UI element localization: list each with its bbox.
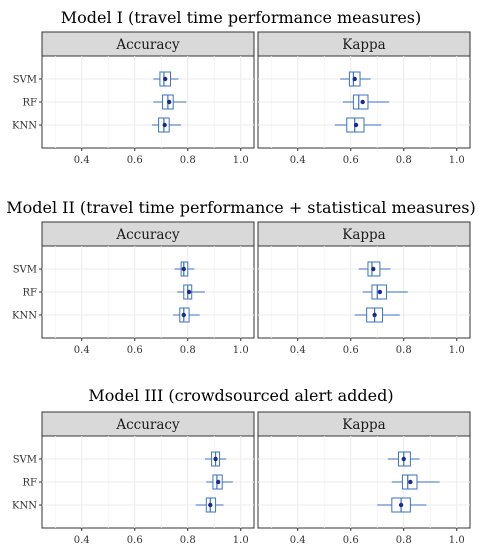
y-tick-label: SVM	[13, 265, 37, 276]
x-tick-label: 0.8	[180, 155, 196, 166]
boxplot-knn	[354, 307, 400, 323]
boxplot-knn	[334, 117, 382, 133]
x-tick-label: 0.8	[180, 535, 196, 546]
mean-point	[181, 266, 186, 272]
boxplot-rf	[342, 94, 390, 110]
facet-strip	[257, 31, 471, 57]
y-tick-label: RF	[23, 478, 38, 489]
mean-point	[162, 122, 167, 128]
x-tick-label: 1.0	[233, 345, 249, 356]
facet-label: Kappa	[342, 227, 385, 243]
chart-panel-3: Model III (crowdsourced alert added) Acc…	[0, 364, 482, 550]
boxplot-chart-1: Accuracy 0.4 0.6 0.8 1.0 SVM RF KNN Kappa 0.4 0.6 0…	[12, 31, 471, 166]
boxplot-svm	[387, 451, 420, 467]
y-tick-label: RF	[23, 288, 38, 299]
boxplot-svm	[340, 71, 371, 87]
x-tick-label: 0.6	[343, 155, 359, 166]
boxplot-knn	[377, 497, 427, 513]
boxplot-svm	[153, 71, 179, 87]
x-tick-label: 0.8	[180, 345, 196, 356]
boxplot-knn	[195, 497, 224, 513]
mean-point	[372, 312, 377, 318]
chart-title: Model II (travel time performance + stat…	[6, 198, 476, 217]
x-tick-label: 0.6	[343, 345, 359, 356]
x-tick-label: 0.8	[396, 535, 412, 546]
mean-point	[398, 502, 404, 508]
x-tick-label: 0.4	[290, 535, 306, 546]
x-tick-label: 1.0	[449, 345, 465, 356]
facet-label: Kappa	[342, 417, 385, 433]
chart-panel-1: Model I (travel time performance measure…	[0, 0, 482, 182]
x-tick-label: 0.6	[343, 535, 359, 546]
x-tick-label: 0.8	[396, 345, 412, 356]
mean-point	[408, 479, 413, 485]
boxplot-chart-2: Accuracy 0.4 0.6 0.8 1.0 SVM RF KNN Kappa 0.4 0.6 0…	[12, 221, 471, 356]
facet-label: Accuracy	[115, 417, 180, 433]
mean-point	[377, 289, 383, 295]
boxplot-svm	[204, 451, 227, 467]
x-tick-label: 1.0	[449, 155, 465, 166]
mean-point	[181, 312, 186, 318]
mean-point	[213, 456, 218, 462]
y-tick-label: RF	[23, 98, 38, 109]
facet-label: Kappa	[342, 37, 385, 53]
x-tick-label: 0.6	[127, 345, 143, 356]
boxplot-rf	[153, 94, 187, 110]
facet-strip	[41, 411, 255, 437]
mean-point	[208, 502, 213, 508]
mean-point	[352, 76, 357, 82]
y-tick-label: KNN	[12, 501, 37, 512]
x-tick-label: 0.4	[74, 155, 90, 166]
chart-title: Model III (crowdsourced alert added)	[88, 386, 394, 405]
x-tick-label: 0.4	[74, 535, 90, 546]
boxplot-rf	[362, 284, 408, 300]
x-tick-label: 0.6	[127, 535, 143, 546]
mean-point	[371, 266, 376, 272]
x-tick-label: 0.4	[290, 155, 306, 166]
x-tick-label: 1.0	[449, 535, 465, 546]
boxplot-knn	[173, 307, 200, 323]
x-tick-label: 0.4	[290, 345, 306, 356]
mean-point	[216, 479, 221, 485]
facet-strip	[41, 31, 255, 57]
boxplot-rf	[206, 474, 233, 490]
chart-title: Model I (travel time performance measure…	[60, 8, 422, 27]
y-tick-label: KNN	[12, 121, 37, 132]
boxplot-rf	[177, 284, 205, 300]
chart-panel-2: Model II (travel time performance + stat…	[0, 182, 482, 364]
mean-point	[360, 99, 365, 105]
mean-point	[186, 289, 192, 295]
facet-strip	[257, 221, 471, 247]
y-tick-label: SVM	[13, 455, 37, 466]
mean-point	[353, 122, 359, 128]
x-tick-label: 1.0	[233, 535, 249, 546]
boxplot-knn	[151, 117, 182, 133]
x-tick-label: 1.0	[233, 155, 249, 166]
x-tick-label: 0.4	[74, 345, 90, 356]
x-tick-label: 0.8	[396, 155, 412, 166]
x-tick-label: 0.6	[127, 155, 143, 166]
y-tick-label: KNN	[12, 311, 37, 322]
boxplot-svm	[358, 261, 391, 277]
boxplot-svm	[174, 261, 195, 277]
y-tick-label: SVM	[13, 75, 37, 86]
mean-point	[167, 99, 172, 105]
facet-strip	[257, 411, 471, 437]
facet-label: Accuracy	[115, 227, 180, 243]
mean-point	[401, 456, 406, 462]
boxplot-chart-3: Accuracy 0.4 0.6 0.8 1.0 SVM RF KNN Kappa 0.4 0.6 0…	[12, 411, 471, 546]
facet-strip	[41, 221, 255, 247]
facet-label: Accuracy	[115, 37, 180, 53]
boxplot-rf	[391, 474, 440, 490]
mean-point	[163, 76, 168, 82]
